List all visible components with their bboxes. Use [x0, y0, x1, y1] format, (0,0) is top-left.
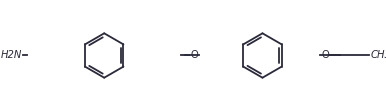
Text: CH3: CH3 — [371, 51, 386, 60]
Text: O: O — [190, 51, 198, 60]
Text: O: O — [321, 51, 329, 60]
Text: H2N: H2N — [1, 51, 22, 60]
